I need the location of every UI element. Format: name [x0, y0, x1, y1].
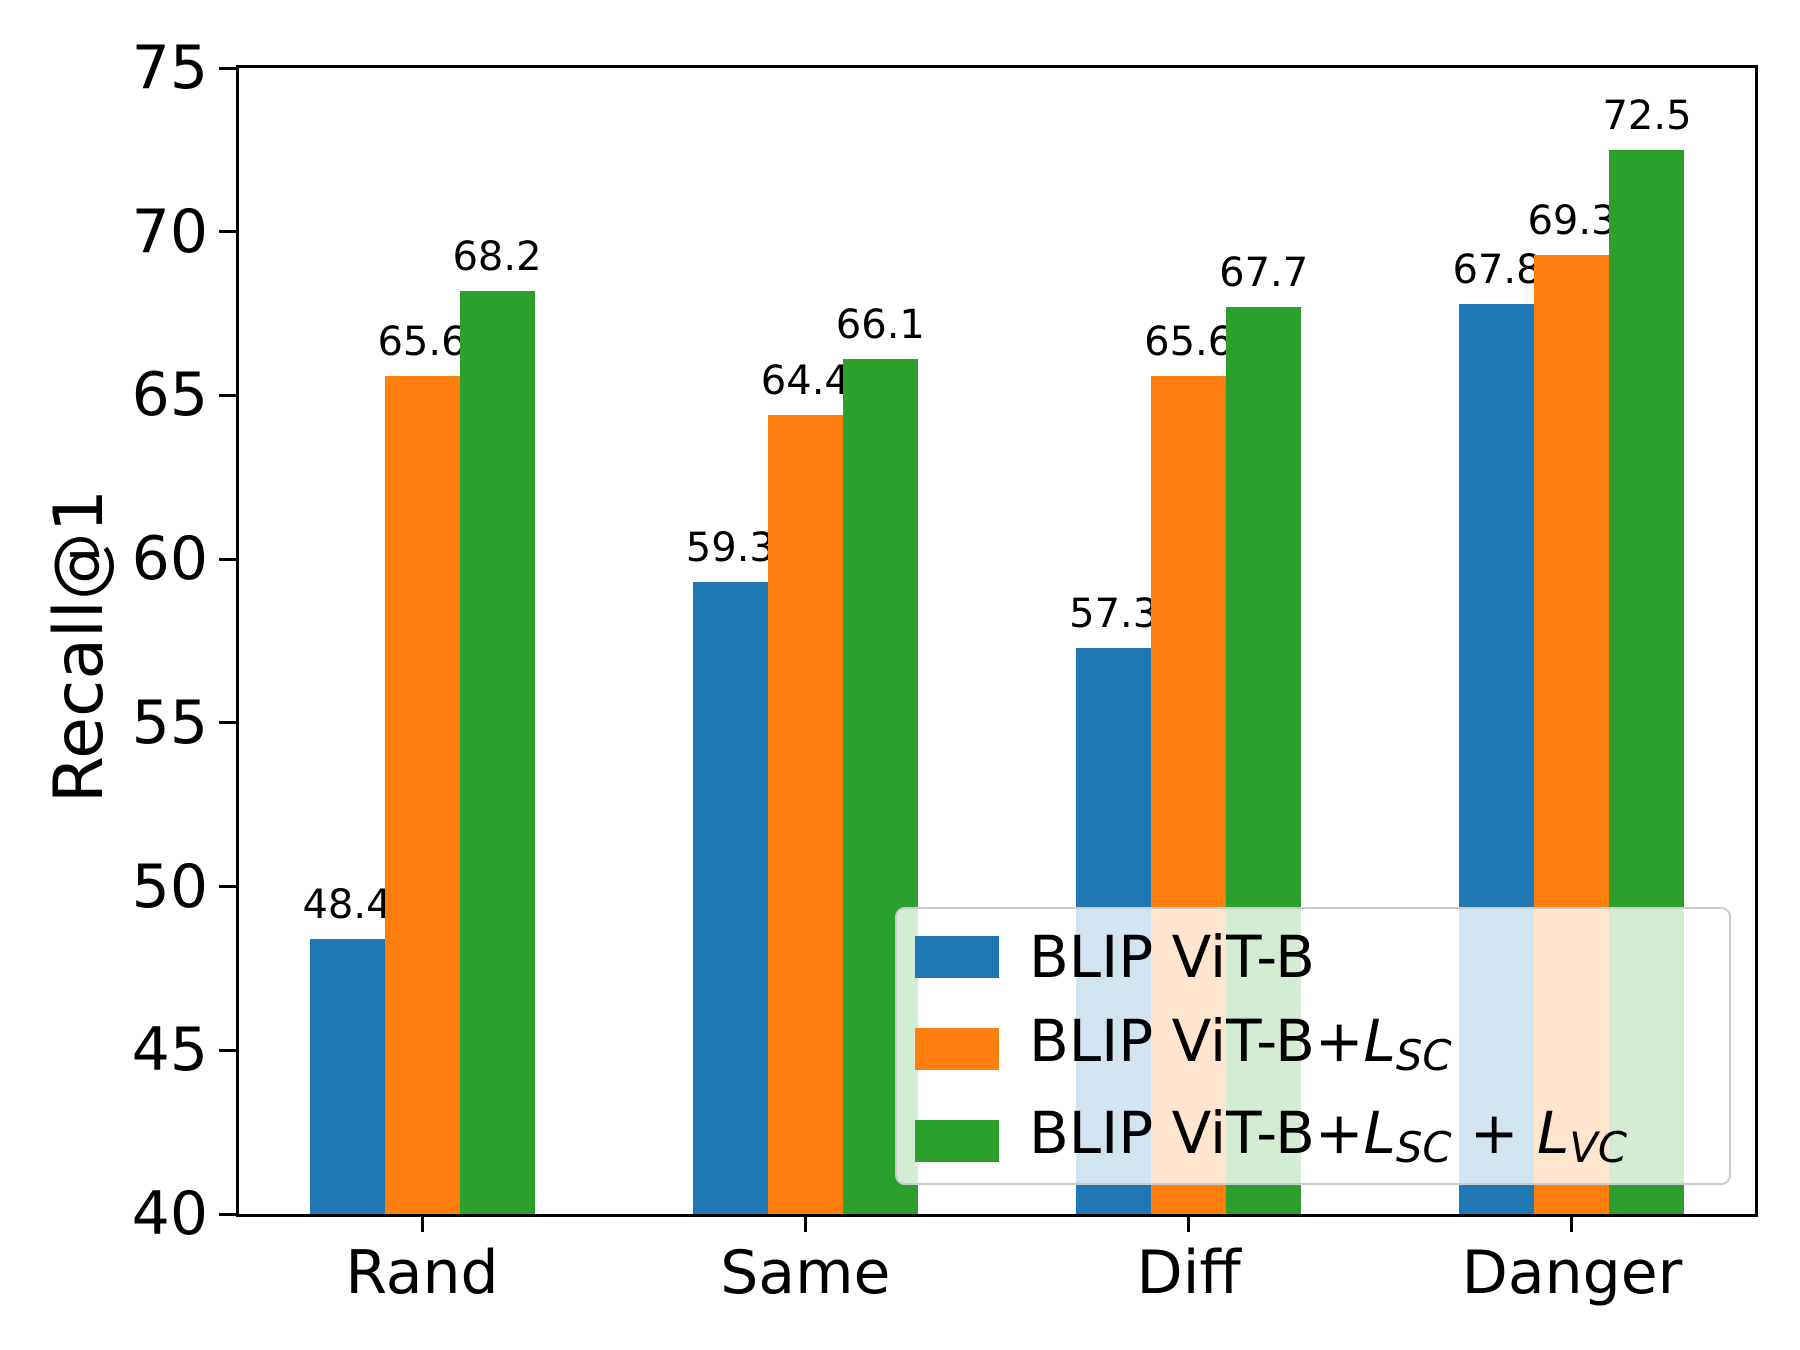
bar-value-label: 72.5	[1602, 92, 1692, 139]
bar-value-label: 69.3	[1527, 197, 1617, 244]
y-tick-label: 70	[131, 196, 208, 267]
bar-value-label: 66.1	[835, 302, 925, 349]
bar-value-label: 65.6	[377, 318, 467, 365]
bar-s0-same	[692, 582, 768, 1214]
y-tick-mark	[219, 885, 236, 889]
y-tick-mark	[219, 66, 236, 70]
bar-value-label: 59.3	[685, 525, 775, 572]
x-tick-label-diff: Diff	[1136, 1238, 1241, 1308]
bar-value-label: 64.4	[760, 358, 850, 405]
legend-label: BLIP ViT-B+LSC	[1029, 1007, 1452, 1081]
legend: BLIP ViT-B BLIP ViT-B+LSC BLIP ViT-B+LSC +…	[895, 907, 1731, 1185]
bar-s1-rand	[384, 375, 460, 1214]
y-tick-label: 40	[131, 1179, 208, 1249]
y-tick-label: 60	[131, 524, 208, 595]
legend-item: BLIP ViT-B+LSC	[915, 1003, 1729, 1095]
bar-s0-rand	[309, 938, 385, 1214]
x-tick-label-danger: Danger	[1461, 1238, 1683, 1308]
x-tick-label-same: Same	[720, 1238, 891, 1308]
x-tick-mark	[1187, 1217, 1191, 1232]
y-tick-mark	[219, 230, 236, 234]
x-tick-label-rand: Rand	[345, 1238, 499, 1308]
bar-value-label: 57.3	[1069, 590, 1159, 637]
legend-label: BLIP ViT-B	[1029, 923, 1315, 991]
bar-value-label: 65.6	[1144, 318, 1234, 365]
bar-s1-same	[767, 415, 843, 1214]
legend-swatch	[915, 1028, 999, 1070]
legend-swatch	[915, 1120, 999, 1162]
legend-label: BLIP ViT-B+LSC + LVC	[1029, 1099, 1628, 1173]
bar-value-label: 67.7	[1219, 250, 1309, 297]
x-tick-mark	[803, 1217, 807, 1232]
legend-swatch	[915, 936, 999, 978]
y-tick-label: 75	[131, 33, 208, 103]
bar-value-label: 67.8	[1452, 246, 1542, 293]
y-tick-mark	[219, 1212, 236, 1216]
y-tick-mark	[219, 557, 236, 561]
legend-item: BLIP ViT-B+LSC + LVC	[915, 1095, 1729, 1187]
y-tick-label: 50	[131, 851, 208, 922]
legend-item: BLIP ViT-B	[915, 911, 1729, 1003]
x-tick-mark	[420, 1217, 424, 1232]
y-tick-label: 65	[131, 360, 208, 431]
y-tick-label: 55	[131, 687, 208, 758]
y-tick-mark	[219, 721, 236, 725]
y-tick-mark	[219, 1048, 236, 1052]
x-tick-mark	[1570, 1217, 1574, 1232]
y-tick-label: 45	[131, 1015, 208, 1086]
bar-value-label: 48.4	[302, 881, 392, 928]
bar-s2-rand	[459, 290, 535, 1214]
bar-value-label: 68.2	[452, 233, 542, 280]
y-tick-mark	[219, 393, 236, 397]
